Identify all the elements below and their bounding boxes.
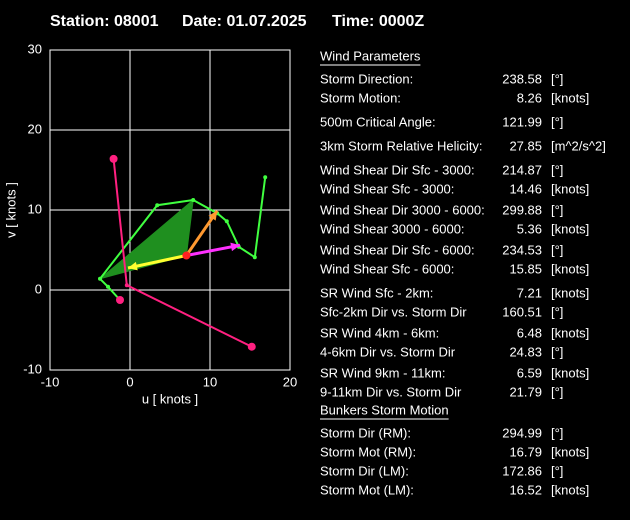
param-unit: [knots]	[551, 90, 589, 105]
param-value: 172.86	[502, 463, 542, 478]
motion-point	[247, 342, 256, 351]
param-value: 160.51	[502, 304, 542, 319]
param-unit: [knots]	[551, 482, 589, 497]
vertex	[191, 198, 196, 202]
param-label: Storm Direction:	[320, 71, 413, 86]
arrow-head	[128, 261, 138, 271]
time: Time: 0000Z	[332, 13, 424, 30]
x-tick-label: -10	[41, 374, 60, 389]
y-tick-label: 10	[28, 201, 42, 216]
param-value: 16.79	[509, 444, 542, 459]
param-unit: [°]	[551, 162, 563, 177]
param-label: Wind Shear Dir Sfc - 3000:	[320, 162, 475, 177]
param-value: 5.36	[517, 221, 542, 236]
param-label: SR Wind 4km - 6km:	[320, 325, 439, 340]
section-title: Wind Parameters	[320, 48, 421, 63]
param-label: Wind Shear Sfc - 6000:	[320, 261, 454, 276]
x-tick-label: 10	[203, 374, 217, 389]
param-unit: [°]	[551, 71, 563, 86]
param-value: 214.87	[502, 162, 542, 177]
param-label: SR Wind 9km - 11km:	[320, 365, 445, 380]
shear-arrow	[185, 209, 219, 257]
param-label: Wind Shear Sfc - 3000:	[320, 181, 454, 196]
param-label: 4-6km Dir vs. Storm Dir	[320, 344, 456, 359]
param-unit: [°]	[551, 304, 563, 319]
param-unit: [knots]	[551, 444, 589, 459]
y-tick-label: -10	[23, 361, 42, 376]
param-label: SR Wind Sfc - 2km:	[320, 285, 433, 300]
motion-point	[116, 296, 124, 304]
param-label: Wind Shear 3000 - 6000:	[320, 221, 465, 236]
param-unit: [°]	[551, 463, 563, 478]
param-label: Storm Mot (RM):	[320, 444, 416, 459]
section-title: Bunkers Storm Motion	[320, 402, 449, 417]
param-unit: [knots]	[551, 261, 589, 276]
param-label: Storm Mot (LM):	[320, 482, 414, 497]
x-tick-label: 20	[283, 374, 297, 389]
param-value: 21.79	[509, 384, 542, 399]
x-axis-label: u [ knots ]	[142, 391, 198, 406]
param-label: Sfc-2km Dir vs. Storm Dir	[320, 304, 467, 319]
param-unit: [knots]	[551, 285, 589, 300]
param-label: 500m Critical Angle:	[320, 114, 436, 129]
vertex	[98, 276, 102, 281]
station: Station: 08001	[50, 13, 159, 30]
param-value: 8.26	[517, 90, 542, 105]
param-label: 3km Storm Relative Helicity:	[320, 138, 483, 153]
vertex	[155, 203, 160, 208]
param-value: 7.21	[517, 285, 542, 300]
param-unit: [°]	[551, 202, 563, 217]
helicity-area	[99, 198, 194, 280]
y-axis-label: v [ knots ]	[3, 182, 18, 238]
param-unit: [knots]	[551, 181, 589, 196]
y-tick-label: 20	[28, 121, 42, 136]
y-tick-label: 30	[28, 41, 42, 56]
param-label: Storm Dir (RM):	[320, 425, 411, 440]
arrow-head	[208, 210, 218, 221]
param-unit: [knots]	[551, 221, 589, 236]
vertex	[106, 284, 110, 289]
param-value: 27.85	[509, 138, 542, 153]
x-tick-label: 0	[126, 374, 133, 389]
param-label: Wind Shear Dir Sfc - 6000:	[320, 242, 475, 257]
shear-arrow	[127, 254, 187, 270]
motion-point	[182, 251, 191, 260]
vertex	[124, 283, 129, 288]
param-unit: [°]	[551, 384, 563, 399]
param-value: 234.53	[502, 242, 542, 257]
shear-arrow	[186, 243, 241, 257]
param-value: 121.99	[502, 114, 542, 129]
vertex	[263, 175, 268, 180]
param-label: 9-11km Dir vs. Storm Dir	[320, 384, 462, 399]
param-value: 238.58	[502, 71, 542, 86]
param-value: 14.46	[509, 181, 542, 196]
y-tick-label: 0	[35, 281, 42, 296]
param-value: 6.48	[517, 325, 542, 340]
param-value: 6.59	[517, 365, 542, 380]
param-unit: [°]	[551, 425, 563, 440]
param-label: Storm Dir (LM):	[320, 463, 409, 478]
param-unit: [°]	[551, 242, 563, 257]
param-unit: [°]	[551, 344, 563, 359]
vertex	[224, 219, 229, 224]
param-unit: [knots]	[551, 365, 589, 380]
param-unit: [knots]	[551, 325, 589, 340]
param-unit: [m^2/s^2]	[551, 138, 606, 153]
param-value: 299.88	[502, 202, 542, 217]
param-unit: [°]	[551, 114, 563, 129]
param-value: 15.85	[509, 261, 542, 276]
vertex	[252, 255, 257, 260]
hodograph-line	[98, 177, 267, 301]
param-label: Storm Motion:	[320, 90, 401, 105]
param-value: 294.99	[502, 425, 542, 440]
date: Date: 01.07.2025	[182, 13, 307, 30]
param-value: 24.83	[509, 344, 542, 359]
motion-point	[109, 154, 118, 163]
param-label: Wind Shear Dir 3000 - 6000:	[320, 202, 485, 217]
arrow-head	[230, 242, 240, 252]
param-value: 16.52	[509, 482, 542, 497]
